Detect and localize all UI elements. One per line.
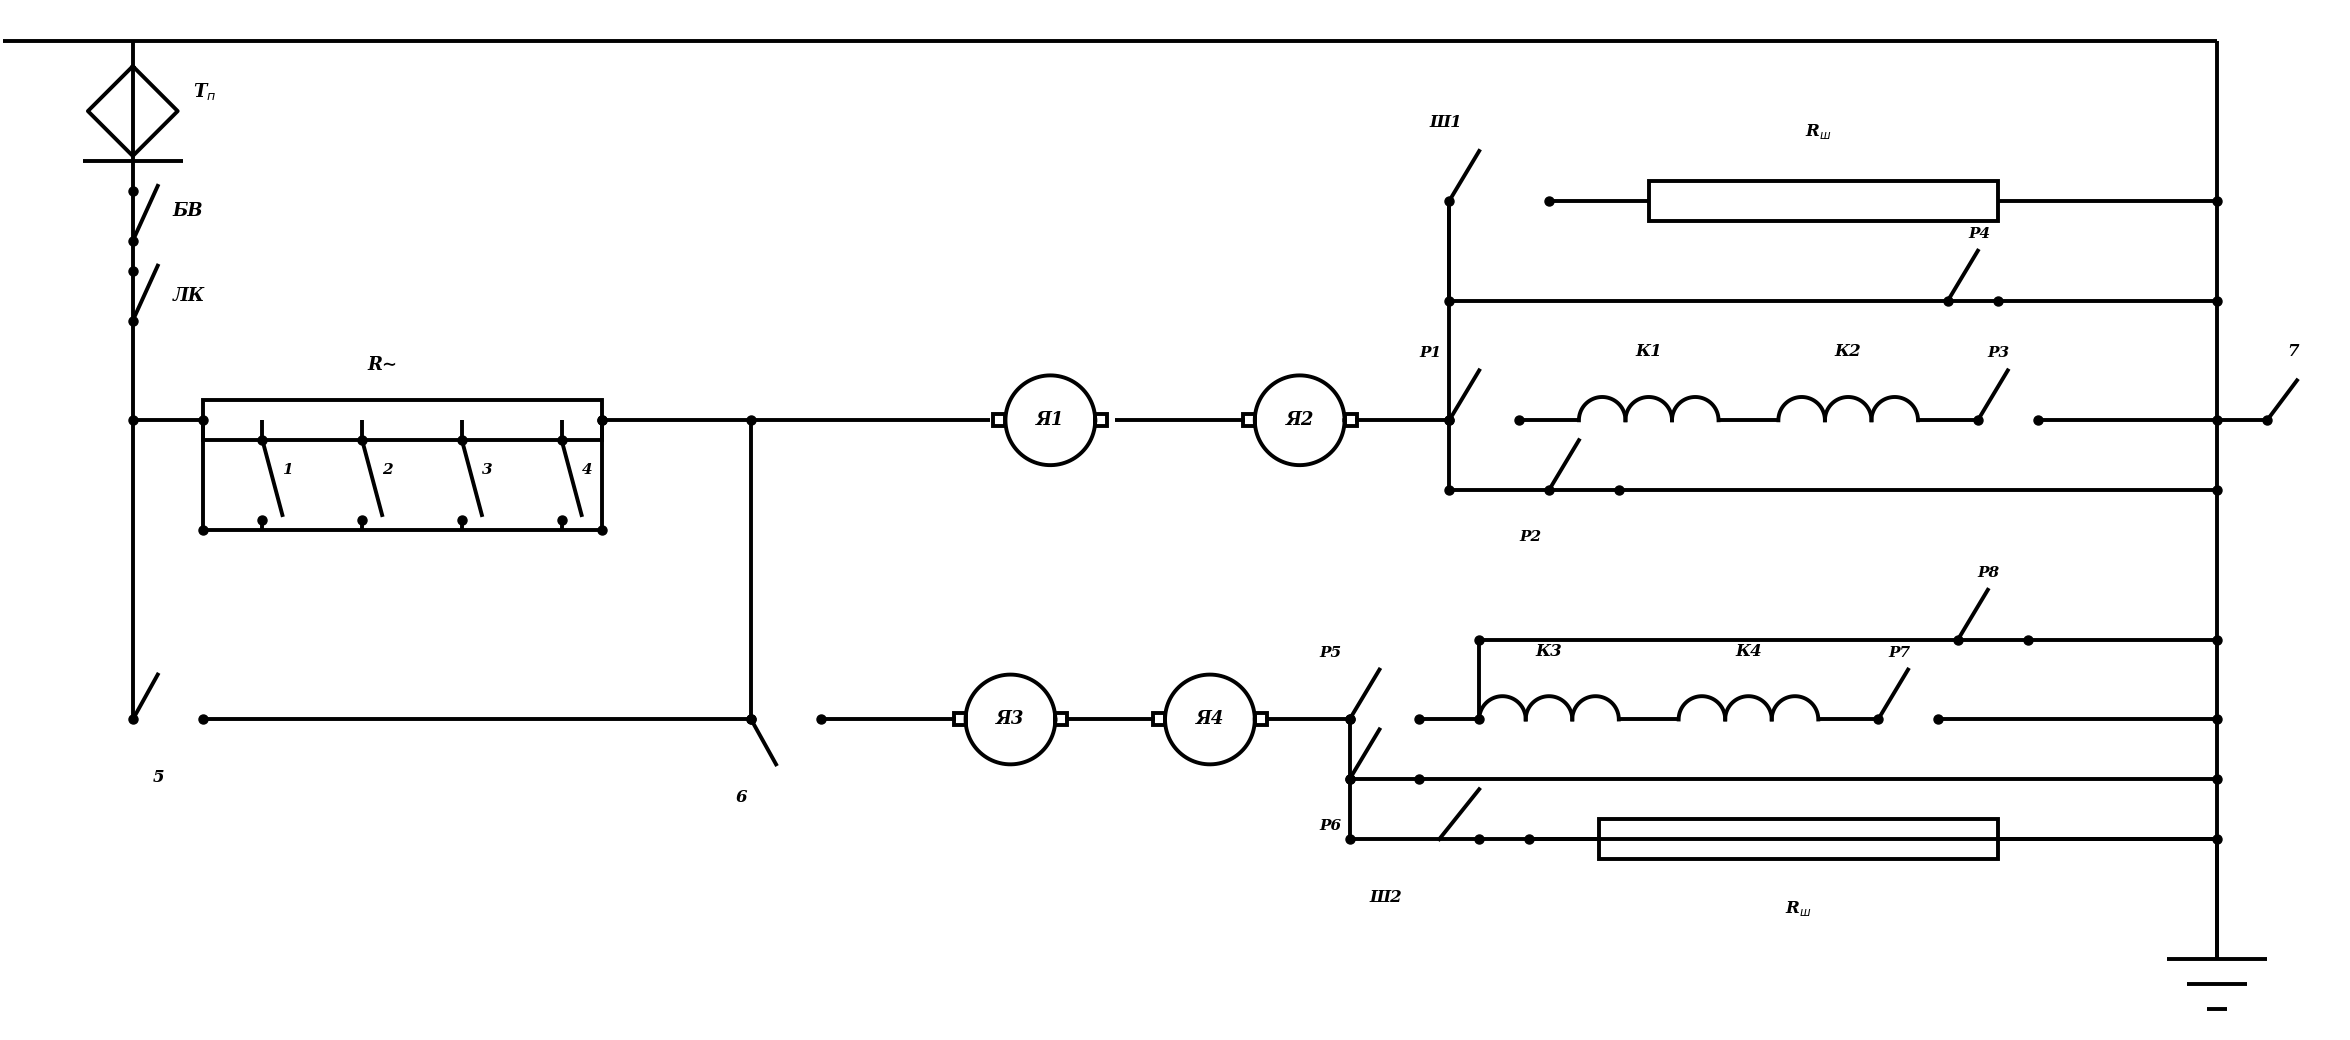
Text: P5: P5 bbox=[1321, 646, 1342, 659]
Text: R$_{ш}$: R$_{ш}$ bbox=[1805, 122, 1831, 141]
Bar bbox=[954, 713, 966, 726]
Text: 1: 1 bbox=[282, 463, 294, 477]
Text: К3: К3 bbox=[1535, 643, 1563, 659]
Bar bbox=[202, 400, 602, 440]
Text: P8: P8 bbox=[1979, 566, 2000, 580]
Text: 3: 3 bbox=[482, 463, 493, 477]
Text: R$_{ш}$: R$_{ш}$ bbox=[1786, 899, 1812, 918]
Text: P6: P6 bbox=[1321, 820, 1342, 833]
Text: Ш1: Ш1 bbox=[1429, 114, 1462, 131]
Bar bbox=[1154, 713, 1166, 726]
Bar bbox=[1344, 414, 1356, 426]
Text: R∼: R∼ bbox=[367, 357, 397, 374]
Bar bbox=[1055, 713, 1067, 726]
Bar bbox=[1255, 713, 1267, 726]
Bar bbox=[1598, 820, 1998, 859]
Bar bbox=[1650, 181, 1998, 220]
Text: P7: P7 bbox=[1887, 646, 1911, 659]
Text: P4: P4 bbox=[1967, 227, 1990, 240]
Text: P1: P1 bbox=[1419, 346, 1441, 361]
Bar bbox=[1243, 414, 1255, 426]
Text: ЛК: ЛК bbox=[172, 287, 204, 305]
Text: P3: P3 bbox=[1988, 346, 2009, 361]
Text: 4: 4 bbox=[580, 463, 592, 477]
Text: Я4: Я4 bbox=[1196, 710, 1224, 728]
Text: 6: 6 bbox=[736, 789, 747, 806]
Text: Я1: Я1 bbox=[1036, 411, 1065, 430]
Text: К4: К4 bbox=[1734, 643, 1762, 659]
Bar bbox=[994, 414, 1006, 426]
Text: Т$_{п}$: Т$_{п}$ bbox=[193, 81, 216, 102]
Text: Ш2: Ш2 bbox=[1370, 889, 1403, 906]
Text: БВ: БВ bbox=[172, 202, 204, 219]
Bar bbox=[1095, 414, 1107, 426]
Text: 2: 2 bbox=[383, 463, 392, 477]
Text: 7: 7 bbox=[2287, 343, 2298, 361]
Text: Я2: Я2 bbox=[1285, 411, 1314, 430]
Text: К1: К1 bbox=[1636, 343, 1661, 361]
Text: К2: К2 bbox=[1835, 343, 1861, 361]
Text: 5: 5 bbox=[153, 770, 164, 786]
Text: P2: P2 bbox=[1518, 530, 1542, 544]
Text: Я3: Я3 bbox=[996, 710, 1025, 728]
